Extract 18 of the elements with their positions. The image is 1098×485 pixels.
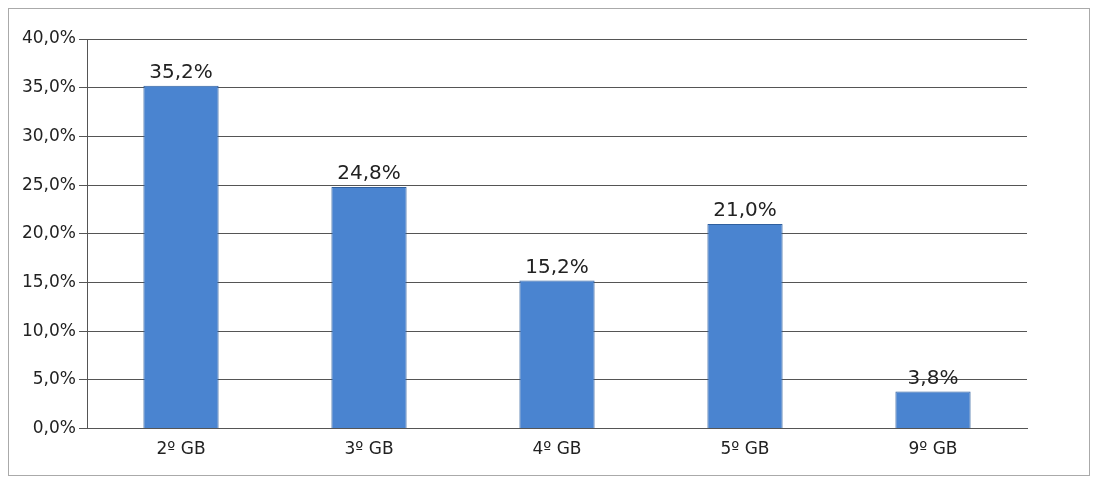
y-tick-label: 35,0% bbox=[21, 76, 76, 97]
y-tick-label: 25,0% bbox=[21, 173, 76, 194]
y-tick-label: 40,0% bbox=[21, 27, 76, 48]
x-tick-label: 3º GB bbox=[344, 438, 394, 459]
x-tick-label: 4º GB bbox=[532, 438, 582, 459]
y-tick-label: 5,0% bbox=[32, 368, 76, 389]
data-label: 24,8% bbox=[337, 160, 401, 185]
data-label: 15,2% bbox=[525, 253, 589, 278]
y-tick-label: 0,0% bbox=[32, 417, 76, 438]
y-tick-label: 20,0% bbox=[21, 222, 76, 243]
data-label: 35,2% bbox=[149, 58, 213, 83]
y-tick-label: 15,0% bbox=[21, 270, 76, 291]
y-tick-label: 30,0% bbox=[21, 124, 76, 145]
x-tick-label: 9º GB bbox=[908, 438, 958, 459]
x-tick-label: 5º GB bbox=[720, 438, 770, 459]
y-tick-label: 10,0% bbox=[21, 319, 76, 340]
x-tick-label: 2º GB bbox=[156, 438, 206, 459]
data-label: 21,0% bbox=[713, 197, 777, 222]
